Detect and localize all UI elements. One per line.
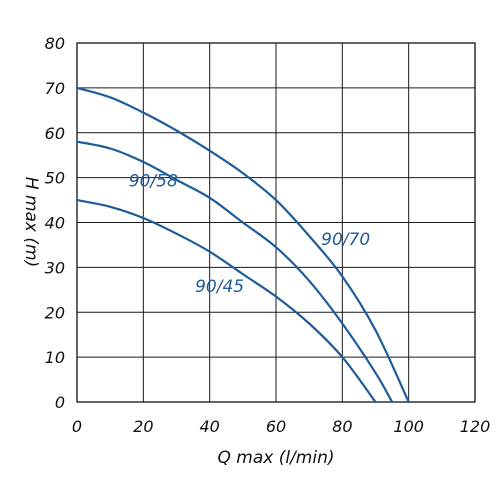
x-tick-label: 120 xyxy=(460,417,491,436)
grid xyxy=(77,43,475,402)
series-label-90-45: 90/45 xyxy=(195,277,244,297)
series-line-90-70 xyxy=(75,86,410,404)
x-tick-label: 20 xyxy=(133,417,153,436)
x-tick-label: 40 xyxy=(199,417,219,436)
y-axis-tick-labels: 0 10 20 30 40 50 60 70 80 xyxy=(45,34,65,412)
x-tick-label: 80 xyxy=(332,417,352,436)
y-axis-title: H max (m) xyxy=(21,177,41,267)
y-tick-label: 20 xyxy=(45,303,65,322)
series-line-90-45 xyxy=(75,199,377,404)
x-axis-tick-labels: 0 20 40 60 80 100 120 xyxy=(72,417,490,436)
y-tick-label: 40 xyxy=(45,214,65,233)
y-tick-label: 60 xyxy=(45,124,65,143)
series-label-90-58: 90/58 xyxy=(129,172,178,192)
x-tick-label: 60 xyxy=(266,417,286,436)
series-line-90-58 xyxy=(75,140,394,404)
y-tick-label: 50 xyxy=(45,169,65,188)
x-tick-label: 100 xyxy=(393,417,424,436)
x-tick-label: 0 xyxy=(72,417,82,436)
series-label-90-70: 90/70 xyxy=(321,230,370,250)
y-tick-label: 0 xyxy=(55,393,65,412)
series-labels: 90/70 90/58 90/45 xyxy=(129,172,370,297)
plot-frame xyxy=(76,42,476,403)
y-tick-label: 80 xyxy=(45,34,65,53)
y-tick-label: 70 xyxy=(45,79,65,98)
x-axis-title: Q max (l/min) xyxy=(218,448,335,468)
y-tick-label: 30 xyxy=(45,258,65,277)
y-tick-label: 10 xyxy=(45,348,65,367)
series-curves xyxy=(75,86,410,404)
